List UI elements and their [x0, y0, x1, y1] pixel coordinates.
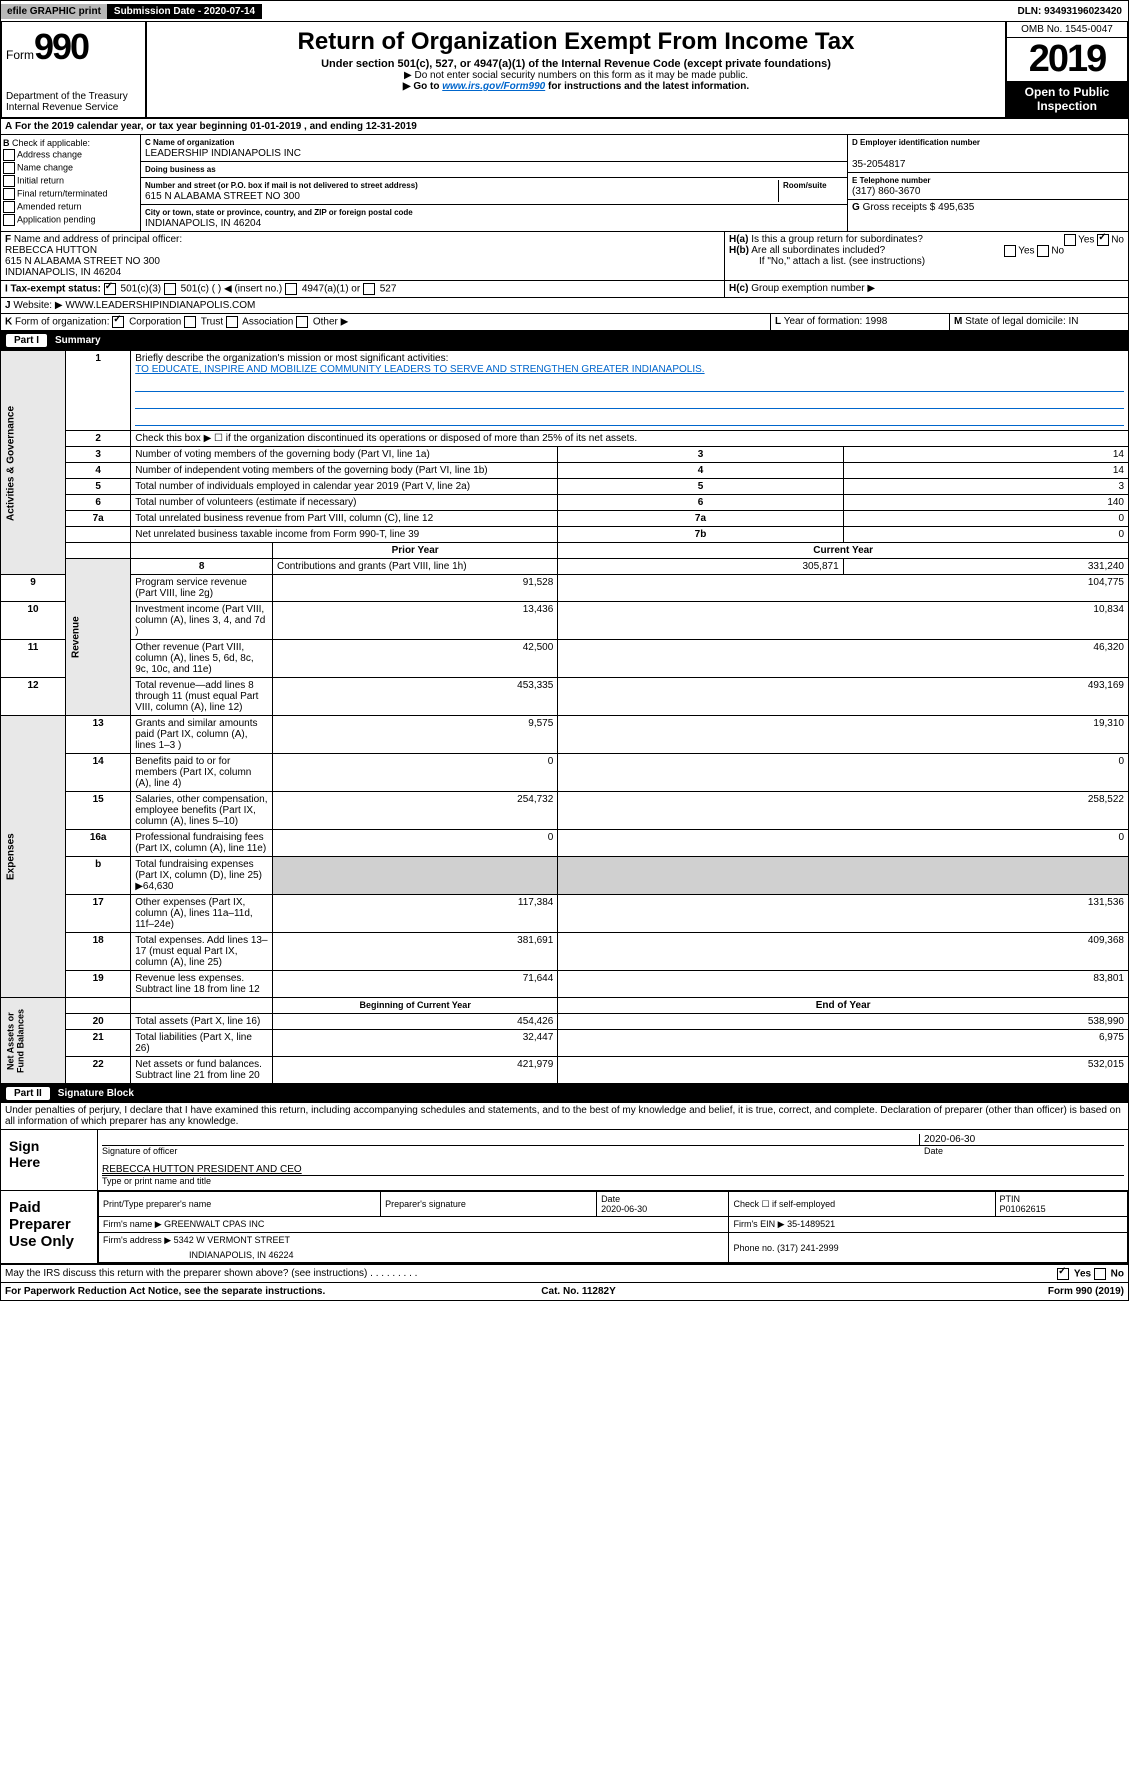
org-city: INDIANAPOLIS, IN 46204 — [145, 218, 261, 229]
dept-treasury: Department of the Treasury Internal Reve… — [6, 91, 141, 113]
efile-label[interactable]: efile GRAPHIC print — [1, 4, 108, 19]
revenue-label: Revenue — [66, 559, 131, 716]
activities-governance-label: Activities & Governance — [1, 351, 66, 575]
top-bar: efile GRAPHIC print Submission Date - 20… — [0, 0, 1129, 22]
website: WWW.LEADERSHIPINDIANAPOLIS.COM — [65, 300, 255, 311]
org-address: 615 N ALABAMA STREET NO 300 — [145, 191, 300, 202]
perjury-statement: Under penalties of perjury, I declare th… — [0, 1103, 1129, 1130]
year-formation: 1998 — [865, 316, 887, 327]
check-final-return[interactable]: Final return/terminated — [3, 188, 138, 200]
form-number: Form990 — [6, 26, 141, 68]
submission-date: Submission Date - 2020-07-14 — [108, 4, 262, 19]
officer-sig-name: REBECCA HUTTON PRESIDENT AND CEO — [102, 1164, 302, 1175]
discuss-line: May the IRS discuss this return with the… — [0, 1265, 1129, 1283]
org-name: LEADERSHIP INDIANAPOLIS INC — [145, 148, 301, 159]
ein: 35-2054817 — [852, 159, 905, 170]
section-b-checks: B Check if applicable: Address change Na… — [1, 135, 141, 231]
part-1-header: Part ISummary — [0, 331, 1129, 350]
part-2-header: Part IISignature Block — [0, 1084, 1129, 1103]
officer-block: F Name and address of principal officer:… — [0, 232, 1129, 281]
gross-receipts: 495,635 — [938, 202, 974, 213]
check-address-change[interactable]: Address change — [3, 149, 138, 161]
officer-name: REBECCA HUTTON — [5, 245, 97, 256]
check-name-change[interactable]: Name change — [3, 162, 138, 174]
tax-year: 2019 — [1007, 38, 1127, 81]
check-amended[interactable]: Amended return — [3, 201, 138, 213]
expenses-label: Expenses — [1, 716, 66, 998]
form-header: Form990 Department of the Treasury Inter… — [0, 22, 1129, 119]
mission-text: TO EDUCATE, INSPIRE AND MOBILIZE COMMUNI… — [135, 364, 704, 375]
ptin: P01062615 — [1000, 1204, 1046, 1214]
open-inspection: Open to Public Inspection — [1007, 81, 1127, 117]
entity-info-block: B Check if applicable: Address change Na… — [0, 135, 1129, 232]
summary-table: Activities & Governance 1Briefly describ… — [0, 350, 1129, 1084]
form-subtitle-2: ▶ Do not enter social security numbers o… — [151, 70, 1001, 81]
irs-link[interactable]: www.irs.gov/Form990 — [442, 81, 545, 92]
check-application-pending[interactable]: Application pending — [3, 214, 138, 226]
form-footer: For Paperwork Reduction Act Notice, see … — [0, 1283, 1129, 1301]
signature-block: Sign Here 2020-06-30 Signature of office… — [0, 1130, 1129, 1265]
check-501c3[interactable] — [104, 283, 116, 295]
state-domicile: IN — [1069, 316, 1079, 327]
check-initial-return[interactable]: Initial return — [3, 175, 138, 187]
officer-address: 615 N ALABAMA STREET NO 300 INDIANAPOLIS… — [5, 256, 160, 278]
form-title: Return of Organization Exempt From Incom… — [151, 28, 1001, 56]
tax-year-line: A For the 2019 calendar year, or tax yea… — [0, 119, 1129, 135]
phone: (317) 860-3670 — [852, 186, 920, 197]
dln: DLN: 93493196023420 — [1011, 4, 1128, 19]
net-assets-label: Net Assets orFund Balances — [1, 998, 66, 1084]
omb-number: OMB No. 1545-0047 — [1007, 22, 1127, 38]
preparer-firm: GREENWALT CPAS INC — [164, 1219, 264, 1229]
form-subtitle-3: ▶ Go to www.irs.gov/Form990 for instruct… — [151, 81, 1001, 92]
form-subtitle-1: Under section 501(c), 527, or 4947(a)(1)… — [151, 58, 1001, 70]
